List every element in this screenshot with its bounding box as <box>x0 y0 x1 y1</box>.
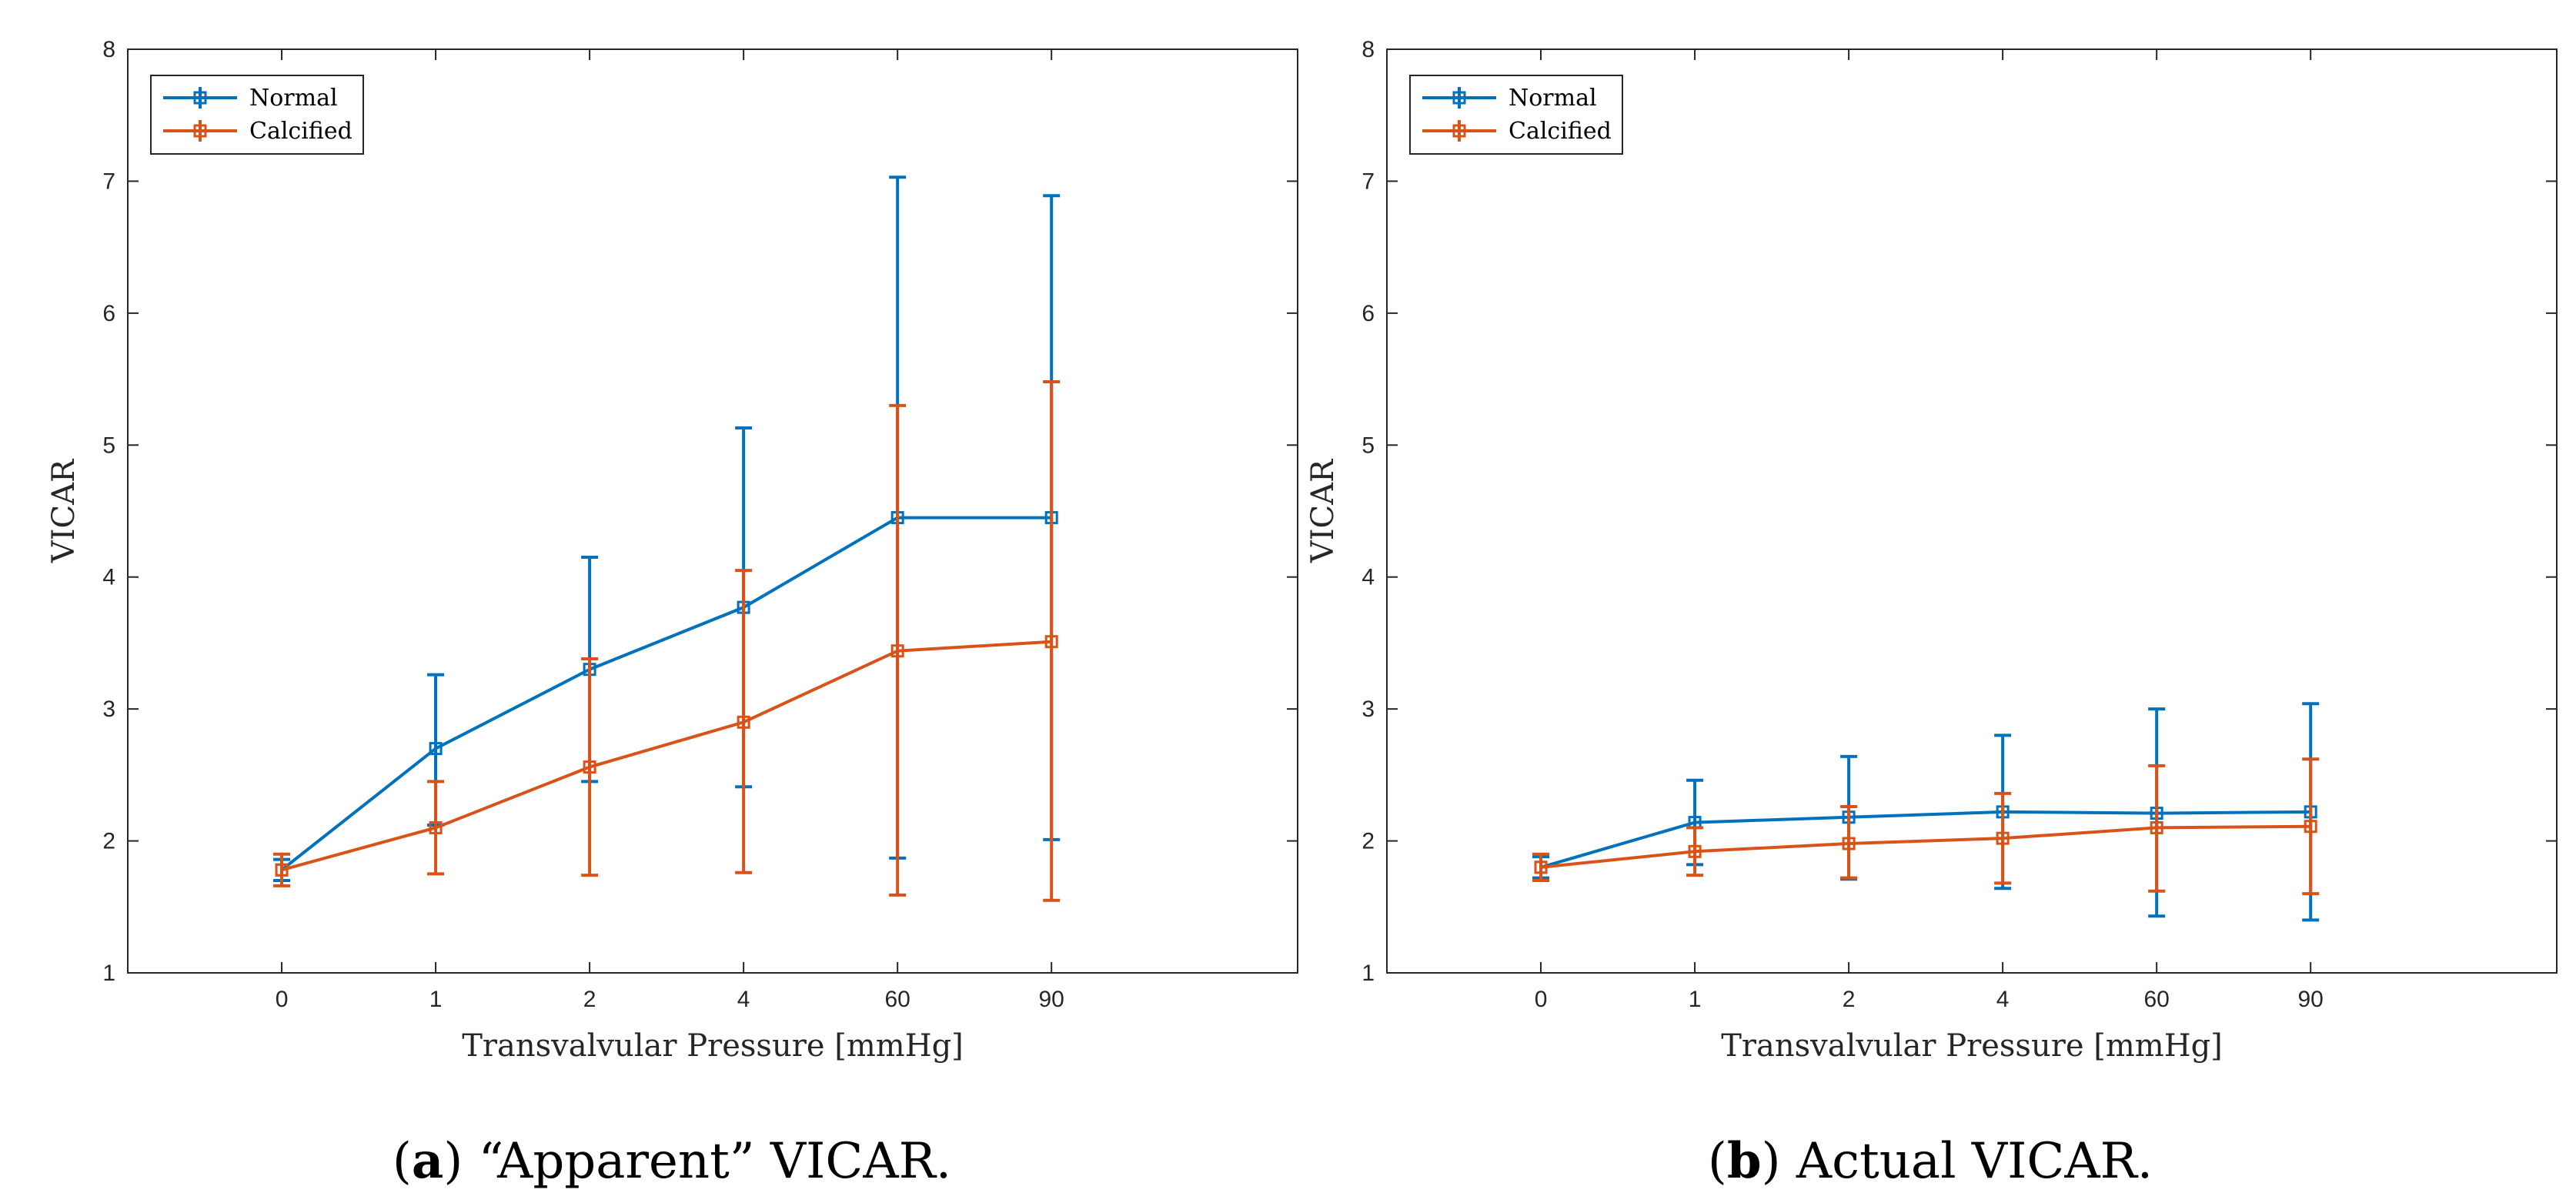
data-point-calcified <box>1842 837 1856 850</box>
x-tick-label: 1 <box>1689 987 1702 1012</box>
y-tick-label: 8 <box>102 37 115 62</box>
legend-marker-calcified <box>193 124 207 138</box>
x-axis-title: Transvalvular Pressure [mmHg] <box>1721 1028 2223 1064</box>
series-line-normal <box>280 516 1052 871</box>
y-tick-label: 6 <box>102 301 115 326</box>
y-tick-label: 6 <box>1362 301 1375 326</box>
data-point-calcified <box>2304 820 2317 834</box>
data-point-calcified <box>2150 820 2163 834</box>
x-tick-label: 60 <box>2143 987 2169 1012</box>
data-point-normal <box>429 742 443 756</box>
x-tick-label: 90 <box>1039 987 1064 1012</box>
legend: Normal Calcified <box>150 75 364 155</box>
y-tick-label: 5 <box>102 433 115 458</box>
legend-box <box>1409 75 1623 155</box>
y-tick-label: 5 <box>1362 433 1375 458</box>
data-point-calcified <box>1044 635 1058 649</box>
legend-marker-calcified <box>1452 124 1466 138</box>
data-point-calcified <box>1688 844 1702 858</box>
data-point-calcified <box>890 644 904 658</box>
x-tick-label: 1 <box>429 987 443 1012</box>
y-tick-label: 2 <box>1362 829 1375 854</box>
y-tick-label: 3 <box>102 697 115 722</box>
y-tick-label: 1 <box>1362 961 1375 986</box>
plot-marks <box>273 175 1061 902</box>
data-point-calcified <box>1534 860 1548 874</box>
panel-actual-vicar: Transvalvular Pressure [mmHg] VICAR 1 2 3 4… <box>1305 37 2558 1190</box>
x-tick-label: 60 <box>884 987 910 1012</box>
series-calcified <box>273 380 1061 902</box>
y-axis-title: VICAR <box>1305 458 1341 563</box>
panel-apparent-vicar: Transvalvular Pressure [mmHg] VICAR 1 2 3 4… <box>46 37 1298 1190</box>
plot-marks <box>1532 702 2320 922</box>
series-normal <box>1532 702 2320 922</box>
data-point-calcified <box>275 863 289 877</box>
legend-label-normal: Normal <box>1509 85 1597 112</box>
legend-label-calcified: Calcified <box>1509 118 1612 145</box>
y-tick-label: 7 <box>102 169 115 194</box>
axes-frame <box>127 48 1298 974</box>
x-tick-label: 2 <box>583 987 596 1012</box>
y-tick-label: 2 <box>102 829 115 854</box>
y-tick-label: 1 <box>102 961 115 986</box>
legend-label-calcified: Calcified <box>249 118 352 145</box>
y-tick-label: 4 <box>102 565 115 590</box>
x-tick-label: 0 <box>1535 987 1548 1012</box>
legend: Normal Calcified <box>1409 75 1623 155</box>
caption-a: (a) “Apparent” VICAR. <box>393 1132 951 1190</box>
series-normal <box>273 175 1061 882</box>
axis-ticks: 1 2 3 4 5 6 7 8 0 1 2 4 60 90 <box>1362 37 2557 1012</box>
y-tick-label: 3 <box>1362 697 1375 722</box>
legend-box <box>150 75 364 155</box>
series-line-calcified <box>1540 824 2311 869</box>
legend-label-normal: Normal <box>249 85 338 112</box>
x-tick-label: 2 <box>1843 987 1856 1012</box>
caption-b: (b) Actual VICAR. <box>1708 1132 2153 1190</box>
y-tick-label: 8 <box>1362 37 1375 62</box>
axes-frame <box>1386 48 2558 974</box>
x-tick-label: 4 <box>737 987 750 1012</box>
y-axis-title: VICAR <box>46 458 82 563</box>
series-line-calcified <box>281 640 1052 872</box>
axis-ticks: 1 2 3 4 5 6 7 8 0 1 2 4 60 90 <box>102 37 1298 1012</box>
data-point-calcified <box>429 820 443 834</box>
y-tick-label: 4 <box>1362 565 1375 590</box>
legend-marker-normal <box>1452 91 1466 105</box>
legend-marker-normal <box>193 91 207 105</box>
x-axis-title: Transvalvular Pressure [mmHg] <box>462 1028 964 1064</box>
data-point-calcified <box>1996 831 2010 845</box>
x-tick-label: 4 <box>1996 987 2010 1012</box>
x-tick-label: 90 <box>2298 987 2324 1012</box>
y-tick-label: 7 <box>1362 169 1375 194</box>
series-line-normal <box>1540 810 2311 869</box>
data-point-calcified <box>583 760 596 774</box>
series-calcified <box>1532 757 2320 896</box>
x-tick-label: 0 <box>276 987 289 1012</box>
data-point-calcified <box>737 715 750 729</box>
